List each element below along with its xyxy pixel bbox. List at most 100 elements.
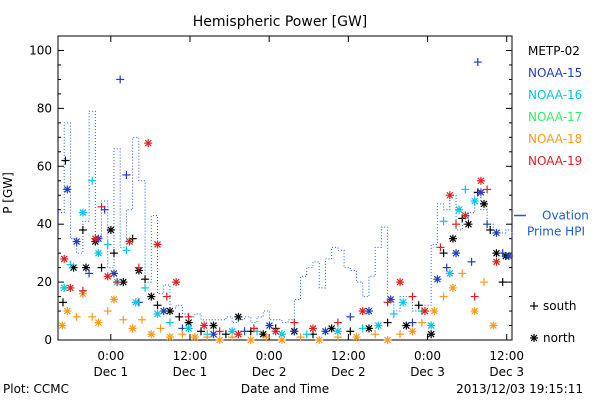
y-tick-label: 60 [37,159,52,173]
symbol-legend-north-marker [530,334,538,342]
data-point-noaa-19 [308,324,317,333]
x-axis-label: Date and Time [241,382,329,396]
data-point-noaa-19 [461,211,470,220]
data-point-noaa-16 [78,208,87,217]
data-point-noaa-18 [156,324,165,333]
x-tick-time-label: 12:00 [331,349,366,363]
data-point-noaa-19 [290,318,299,327]
x-tick-day-label: Dec 1 [93,365,128,379]
data-point-noaa-15 [72,237,81,246]
data-point-noaa-19 [60,254,69,263]
data-point-noaa-19 [420,307,429,316]
data-point-metp-02 [106,225,115,234]
data-point-noaa-15 [483,220,492,229]
data-point-metp-02 [464,220,473,229]
data-point-metp-02 [327,324,336,333]
data-point-noaa-16 [302,330,311,339]
data-point-noaa-16 [228,327,237,336]
data-point-metp-02 [141,275,150,284]
data-point-noaa-16 [455,205,464,214]
data-point-noaa-18 [458,269,467,278]
data-point-noaa-18 [203,333,212,342]
symbol-legend-south-marker [530,302,538,310]
data-point-noaa-15 [159,307,168,316]
data-point-noaa-19 [162,292,171,301]
data-point-noaa-19 [492,257,501,266]
y-tick-label: 100 [29,43,52,57]
data-point-noaa-18 [190,333,199,342]
data-point-noaa-15 [265,321,274,330]
data-point-metp-02 [498,278,507,287]
x-tick-time-label: 0:00 [97,349,124,363]
symbol-legend-south: south [543,299,577,313]
data-point-noaa-19 [383,298,392,307]
data-point-noaa-18 [448,283,457,292]
symbol-legend-south-label: south [543,299,577,313]
data-point-noaa-16 [103,240,112,249]
data-point-noaa-15 [63,185,72,194]
data-point-metp-02 [209,321,218,330]
data-point-noaa-18 [480,278,489,287]
data-point-noaa-18 [383,336,392,344]
x-tick-day-label: Dec 3 [489,365,524,379]
data-point-metp-02 [78,225,87,234]
legend-entry-noaa-16: NOAA-16 [528,88,582,102]
data-point-noaa-19 [215,327,224,336]
data-point-noaa-19 [234,330,243,339]
data-point-metp-02 [165,307,174,316]
data-point-noaa-18 [103,307,112,316]
x-tick-day-label: Dec 2 [252,365,287,379]
data-point-metp-02 [439,249,448,258]
data-point-metp-02 [147,292,156,301]
data-point-noaa-15 [122,170,131,179]
data-point-metp-02 [61,156,70,165]
symbol-legend-north-label: north [543,331,575,345]
data-point-noaa-19 [172,278,181,287]
data-point-noaa-19 [249,324,258,333]
data-point-noaa-19 [436,243,445,252]
data-point-noaa-15 [290,327,299,336]
data-point-noaa-15 [504,252,513,261]
data-point-noaa-18 [296,333,305,342]
data-point-metp-02 [221,330,230,339]
symbol-legend-north: north [543,331,575,345]
data-point-metp-02 [175,312,184,321]
data-point-noaa-19 [200,321,209,330]
data-point-noaa-18 [215,336,224,344]
data-point-noaa-19 [97,202,106,211]
x-tick-day-label: Dec 3 [410,365,445,379]
y-tick-label: 80 [37,101,52,115]
x-tick-time-label: 0:00 [256,349,283,363]
data-point-noaa-19 [134,263,143,272]
data-point-noaa-19 [153,240,162,249]
data-point-noaa-19 [470,292,479,301]
data-point-noaa-15 [408,318,417,327]
data-point-noaa-16 [389,309,398,318]
data-point-noaa-18 [430,307,439,316]
data-point-noaa-16 [88,176,97,185]
data-point-noaa-16 [184,324,193,333]
data-point-noaa-18 [470,307,479,316]
data-point-noaa-18 [246,336,255,344]
x-tick-time-label: 0:00 [414,349,441,363]
x-tick-day-label: Dec 1 [173,365,208,379]
legend-entry-noaa-15: NOAA-15 [528,66,582,80]
data-point-noaa-18 [58,321,67,330]
data-point-noaa-19 [358,307,367,316]
data-point-noaa-16 [445,269,454,278]
data-point-noaa-18 [119,315,128,324]
data-point-noaa-15 [433,275,442,284]
legend: METP-02 NOAA-15 NOAA-16 NOAA-17 NOAA-18 NOAA-… [514,44,589,345]
data-point-noaa-15 [492,228,501,237]
data-point-noaa-19 [66,283,75,292]
data-point-noaa-16 [122,246,131,255]
data-point-metp-02 [480,199,489,208]
y-tick-label: 40 [37,217,52,231]
data-point-noaa-19 [144,139,153,148]
data-point-noaa-15 [109,269,118,278]
data-point-noaa-18 [277,336,286,344]
y-tick-label: 20 [37,275,52,289]
data-point-noaa-16 [153,309,162,318]
data-point-noaa-16 [461,185,470,194]
